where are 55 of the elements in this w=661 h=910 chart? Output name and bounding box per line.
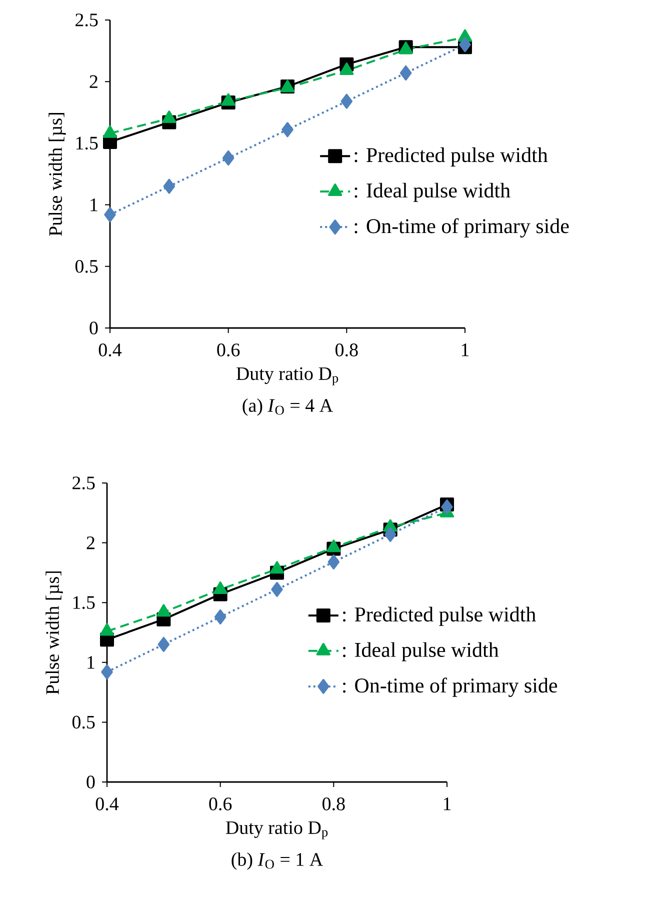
legend-label: : Predicted pulse width bbox=[343, 606, 536, 626]
x-tick-label: 1 bbox=[462, 344, 469, 356]
point bbox=[162, 110, 176, 124]
point bbox=[270, 561, 284, 574]
x-tick-label: 0.8 bbox=[336, 344, 358, 356]
y-tick-label: 1 bbox=[90, 198, 98, 212]
point bbox=[158, 636, 170, 652]
legend-label: : On-time of primary side bbox=[354, 218, 569, 238]
y-axis-title: Pulse width [µs] bbox=[48, 112, 66, 236]
point bbox=[384, 526, 396, 542]
y-tick-label: 1.5 bbox=[73, 596, 95, 609]
point bbox=[328, 554, 340, 570]
legend-label: : Ideal pulse width bbox=[343, 642, 499, 662]
point bbox=[340, 94, 353, 109]
point bbox=[271, 582, 283, 597]
point bbox=[400, 65, 412, 80]
y-tick-label: 1 bbox=[88, 656, 94, 669]
x-axis-title: Duty ratio D$_{p}$ bbox=[226, 821, 328, 840]
point bbox=[102, 125, 118, 138]
y-tick-label: 1.5 bbox=[76, 136, 98, 150]
text: (a) I$_{O}$ = 4 A bbox=[242, 398, 333, 416]
y-tick-label: 0.5 bbox=[72, 716, 95, 729]
point bbox=[213, 581, 228, 594]
x-tick-label: 0.6 bbox=[217, 344, 240, 356]
x-tick-label: 0.4 bbox=[98, 344, 122, 356]
y-tick-label: 2.5 bbox=[76, 14, 98, 26]
x-tick-label: 0.4 bbox=[96, 798, 119, 810]
point bbox=[100, 623, 114, 636]
point bbox=[340, 62, 354, 76]
point bbox=[282, 122, 294, 138]
point bbox=[441, 499, 453, 514]
y-tick-label: 2 bbox=[86, 536, 94, 550]
point bbox=[214, 609, 226, 624]
point bbox=[326, 540, 341, 552]
y-tick-label: 0 bbox=[86, 776, 95, 788]
x-axis-title: Duty ratio D$_{p}$ bbox=[236, 367, 338, 386]
point bbox=[104, 207, 116, 222]
x-tick-label: 1 bbox=[444, 798, 451, 810]
legend-label: : Ideal pulse width bbox=[354, 182, 510, 202]
legend-label: : On-time of primary side bbox=[343, 678, 558, 697]
legend-label: : Predicted pulse width bbox=[354, 147, 548, 166]
point bbox=[221, 93, 236, 106]
y-axis-title: Pulse width [µs] bbox=[46, 571, 63, 694]
y-tick-label: 2 bbox=[90, 75, 98, 88]
point bbox=[163, 178, 176, 194]
text: (b) I$_{O}$ = 1 A bbox=[232, 852, 323, 870]
point bbox=[222, 150, 234, 166]
y-tick-label: 2.5 bbox=[72, 476, 95, 490]
x-tick-label: 0.8 bbox=[322, 798, 345, 810]
y-tick-label: 0.5 bbox=[75, 260, 98, 273]
point bbox=[156, 604, 171, 617]
x-tick-label: 0.6 bbox=[209, 798, 232, 810]
y-tick-label: 0 bbox=[90, 322, 98, 334]
point bbox=[101, 664, 113, 680]
point bbox=[459, 37, 471, 52]
